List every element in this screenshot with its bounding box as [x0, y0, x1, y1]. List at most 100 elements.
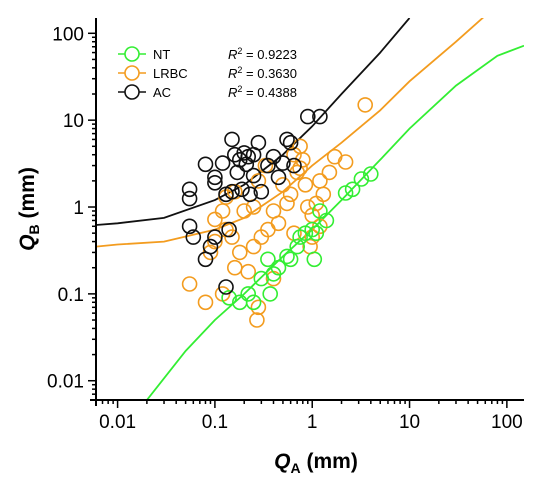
- fit-line-nt: [146, 44, 524, 400]
- point-lrbc: [315, 186, 332, 203]
- point-nt: [262, 286, 279, 302]
- y-tick-label: 100: [52, 24, 84, 45]
- point-ac: [245, 167, 262, 184]
- y-axis-title: QB (mm): [16, 167, 42, 251]
- point-nt: [362, 166, 379, 182]
- point-lrbc: [292, 138, 308, 155]
- point-ac: [214, 155, 231, 171]
- point-nt: [282, 251, 299, 268]
- point-lrbc: [197, 294, 214, 311]
- point-lrbc: [250, 173, 267, 189]
- point-lrbc: [240, 263, 256, 280]
- point-ac: [275, 155, 291, 171]
- point-ac: [207, 229, 223, 245]
- r2-superscript: 2: [237, 46, 242, 56]
- y-axis-title-unit: (mm): [16, 167, 39, 224]
- point-lrbc: [321, 164, 338, 181]
- point-nt: [240, 286, 256, 302]
- legend-label-ac: AC: [153, 85, 171, 100]
- x-tick-label: 100: [491, 412, 523, 433]
- point-lrbc: [181, 276, 198, 292]
- point-lrbc: [279, 195, 295, 212]
- y-axis-title-main: Q: [16, 234, 39, 250]
- y-axis-title-sub: B: [26, 224, 42, 234]
- point-nt: [353, 171, 370, 187]
- point-ac: [312, 108, 328, 125]
- point-lrbc: [270, 215, 287, 232]
- point-nt: [260, 251, 276, 268]
- point-lrbc: [275, 177, 291, 193]
- point-ac: [282, 134, 299, 151]
- x-axis-title: QA (mm): [274, 450, 358, 476]
- point-lrbc: [250, 299, 267, 316]
- y-tick-label: 0.01: [47, 372, 84, 393]
- point-lrbc: [312, 173, 328, 189]
- point-ac: [260, 157, 276, 174]
- point-ac: [299, 108, 316, 125]
- r2-value: = 0.4388: [242, 85, 297, 100]
- point-nt: [292, 229, 308, 245]
- x-tick-label: 0.01: [99, 412, 136, 433]
- axes: 0.01 0.1 1 10 100 0.01 0.1 1 10 100: [47, 18, 524, 433]
- r2-symbol: R: [228, 47, 237, 62]
- axis-labels: QA (mm)QB (mm): [16, 167, 358, 476]
- point-ac: [270, 169, 287, 186]
- point-ac: [218, 279, 234, 295]
- point-nt: [318, 212, 335, 229]
- point-nt: [308, 225, 325, 241]
- point-ac: [224, 183, 240, 200]
- point-ac: [207, 169, 223, 186]
- point-ac: [197, 156, 214, 173]
- point-ac: [250, 134, 267, 151]
- y-tick-label: 0.1: [58, 285, 84, 306]
- point-nt: [270, 259, 287, 276]
- point-ac: [207, 175, 223, 191]
- point-lrbc: [297, 177, 314, 193]
- point-ac: [234, 181, 250, 198]
- r2-label-ac: R2 = 0.4388: [228, 84, 297, 100]
- r2-label-nt: R2 = 0.9223: [228, 46, 297, 62]
- point-lrbc: [207, 233, 223, 250]
- point-lrbc: [337, 154, 354, 170]
- point-ac: [181, 181, 198, 198]
- legend-marker-ac: [124, 84, 140, 100]
- point-lrbc: [249, 312, 265, 328]
- point-lrbc: [245, 238, 262, 255]
- point-nt: [221, 289, 237, 306]
- point-lrbc: [207, 211, 223, 228]
- point-nt: [344, 181, 361, 198]
- legend-label-nt: NT: [153, 47, 170, 62]
- r2-value: = 0.3630: [242, 66, 297, 81]
- point-nt: [289, 238, 306, 255]
- point-lrbc: [357, 97, 374, 113]
- point-ac: [236, 145, 252, 161]
- point-ac: [185, 229, 202, 245]
- point-ac: [224, 131, 240, 148]
- point-ac: [229, 164, 246, 181]
- point-lrbc: [326, 148, 343, 165]
- x-tick-label: 0.1: [202, 412, 228, 433]
- point-nt: [304, 221, 321, 238]
- y-tick-label: 1: [73, 198, 84, 219]
- point-nt: [306, 251, 323, 268]
- r2-symbol: R: [228, 66, 237, 81]
- point-ac: [286, 157, 302, 174]
- point-lrbc: [282, 186, 299, 203]
- legend-label-lrbc: LRBC: [153, 66, 188, 81]
- x-axis-title-sub: A: [291, 460, 301, 476]
- x-axis-title-main: Q: [274, 450, 290, 473]
- x-tick-label: 1: [307, 412, 318, 433]
- x-tick-label: 10: [399, 412, 420, 433]
- point-lrbc: [236, 203, 252, 219]
- point-ac: [242, 186, 258, 203]
- legend-marker-nt: [124, 46, 140, 62]
- point-ac: [221, 221, 237, 238]
- y-tick-label: 10: [63, 111, 84, 132]
- point-ac: [253, 183, 270, 200]
- point-ac: [202, 238, 219, 255]
- r2-superscript: 2: [237, 84, 242, 94]
- fit-line-ac: [96, 18, 411, 226]
- scatter-points: [181, 97, 379, 328]
